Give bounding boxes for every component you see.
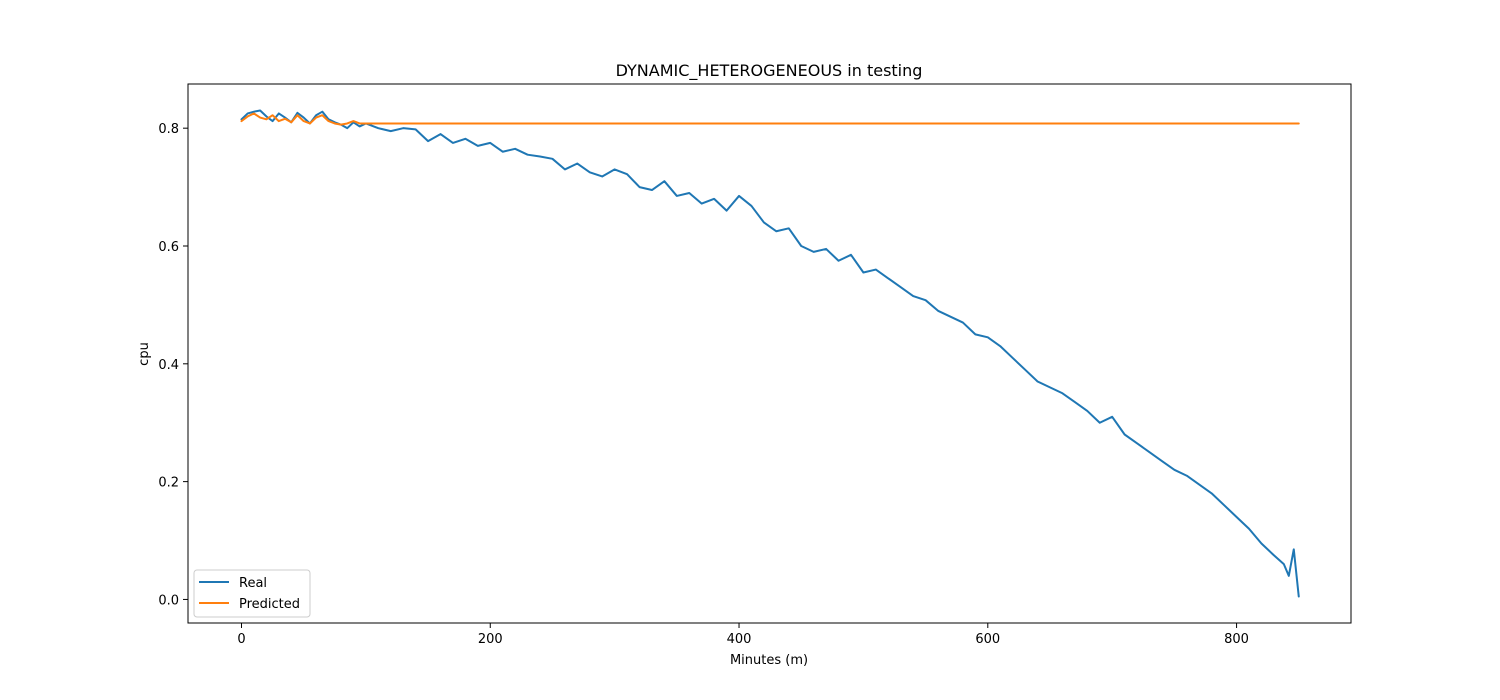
x-axis: 0 200 400 600 800 — [237, 623, 1249, 647]
legend: Real Predicted — [193, 569, 311, 618]
y-tick-label: 0.6 — [158, 240, 179, 255]
x-tick-label: 600 — [975, 632, 1000, 647]
y-tick-label: 0.8 — [158, 122, 179, 137]
x-tick-label: 400 — [727, 632, 752, 647]
x-tick-label: 800 — [1224, 632, 1249, 647]
plot-area — [240, 109, 1300, 598]
x-tick-label: 0 — [237, 632, 245, 647]
legend-label-predicted: Predicted — [239, 597, 300, 612]
y-axis-label: cpu — [137, 342, 152, 366]
series-line-predicted — [240, 112, 1300, 126]
x-tick-label: 200 — [478, 632, 503, 647]
plot-frame — [187, 83, 1352, 624]
y-tick-label: 0.0 — [158, 593, 179, 608]
y-tick-label: 0.4 — [158, 358, 179, 373]
y-axis: 0.0 0.2 0.4 0.6 0.8 — [158, 122, 188, 608]
y-tick-label: 0.2 — [158, 476, 179, 491]
chart-title: DYNAMIC_HETEROGENEOUS in testing — [616, 61, 923, 81]
legend-label-real: Real — [239, 576, 267, 591]
x-axis-label: Minutes (m) — [730, 653, 808, 668]
